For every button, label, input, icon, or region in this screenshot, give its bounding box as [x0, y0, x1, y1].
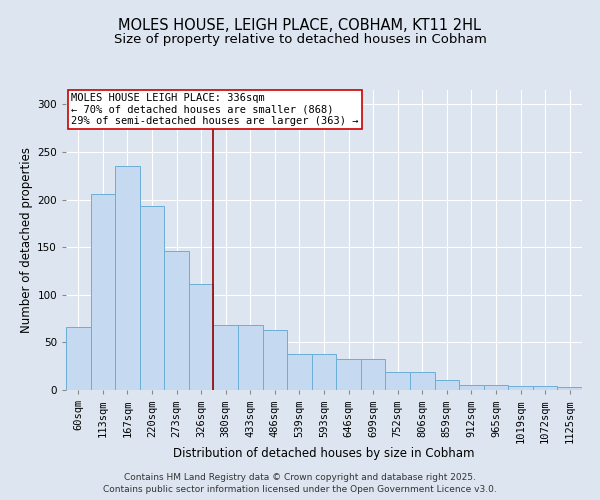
Bar [238, 325, 263, 390]
Text: MOLES HOUSE LEIGH PLACE: 336sqm
← 70% of detached houses are smaller (868)
29% o: MOLES HOUSE LEIGH PLACE: 336sqm ← 70% of… [71, 93, 359, 126]
Text: Contains HM Land Registry data © Crown copyright and database right 2025.: Contains HM Land Registry data © Crown c… [124, 472, 476, 482]
Bar [533, 386, 557, 390]
Y-axis label: Number of detached properties: Number of detached properties [20, 147, 33, 333]
Bar [189, 284, 214, 390]
Text: MOLES HOUSE, LEIGH PLACE, COBHAM, KT11 2HL: MOLES HOUSE, LEIGH PLACE, COBHAM, KT11 2… [119, 18, 482, 32]
Bar [557, 387, 582, 390]
Bar [66, 327, 91, 390]
Bar [164, 251, 189, 390]
Bar [214, 325, 238, 390]
Bar [459, 385, 484, 390]
Bar [287, 354, 312, 390]
Bar [91, 194, 115, 390]
Bar [336, 358, 361, 390]
Bar [263, 330, 287, 390]
Bar [115, 166, 140, 390]
Bar [508, 386, 533, 390]
Bar [361, 358, 385, 390]
X-axis label: Distribution of detached houses by size in Cobham: Distribution of detached houses by size … [173, 447, 475, 460]
Bar [312, 354, 336, 390]
Bar [434, 380, 459, 390]
Bar [140, 206, 164, 390]
Bar [385, 372, 410, 390]
Text: Size of property relative to detached houses in Cobham: Size of property relative to detached ho… [113, 32, 487, 46]
Text: Contains public sector information licensed under the Open Government Licence v3: Contains public sector information licen… [103, 485, 497, 494]
Bar [484, 385, 508, 390]
Bar [410, 372, 434, 390]
